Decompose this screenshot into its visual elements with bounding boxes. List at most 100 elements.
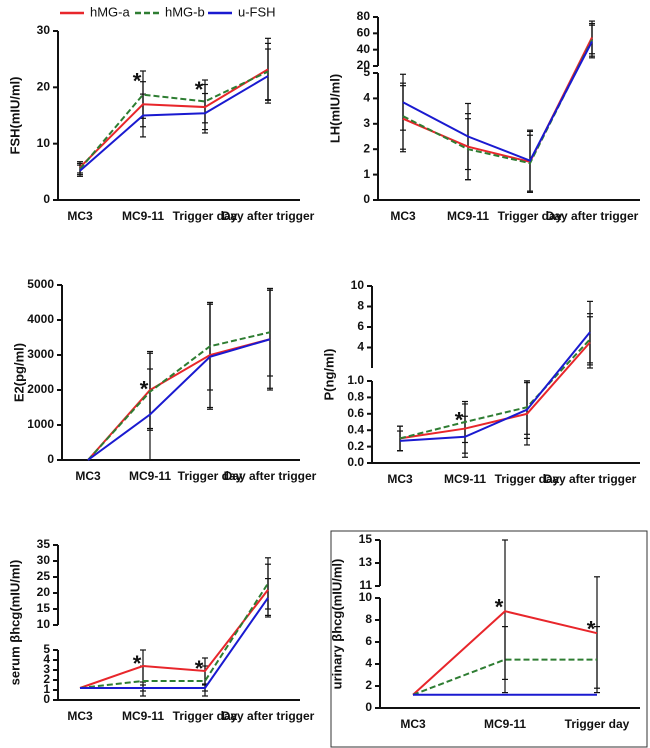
- annotation: *: [495, 594, 504, 619]
- y-tick-label: 0.8: [347, 390, 364, 404]
- y-tick-label: 5: [43, 642, 50, 656]
- y-tick-label: 0.0: [347, 455, 364, 469]
- series-line: [412, 610, 598, 696]
- x-tick-label: MC9-11: [444, 472, 486, 486]
- y-tick-label: 0.6: [347, 406, 364, 420]
- x-tick-label: Trigger day: [173, 209, 238, 223]
- annotation: *: [455, 408, 464, 433]
- y-tick-label: 6: [365, 634, 372, 648]
- y-tick-label: 4000: [27, 312, 54, 326]
- y-tick-label: 15: [37, 601, 51, 615]
- y-tick-label: 2: [365, 678, 372, 692]
- y-tick-label: 4: [43, 652, 50, 666]
- x-tick-label: Day after trigger: [544, 472, 637, 486]
- x-tick-label: MC3: [387, 472, 413, 486]
- x-tick-label: Trigger day: [173, 709, 238, 723]
- x-tick-label: MC9-11: [129, 469, 171, 483]
- annotation: *: [195, 77, 204, 102]
- legend-label: u-FSH: [238, 4, 276, 19]
- y-tick-label: 20: [357, 58, 371, 72]
- y-tick-label: 6: [357, 319, 364, 333]
- series-line: [87, 338, 271, 461]
- x-tick-label: MC3: [67, 209, 93, 223]
- y-tick-label: 2: [363, 141, 370, 155]
- y-tick-label: 30: [37, 553, 51, 567]
- y-tick-label: 8: [357, 299, 364, 313]
- annotation: *: [133, 69, 142, 94]
- x-tick-label: Trigger day: [498, 209, 563, 223]
- y-axis-title: FSH(mIU/ml): [7, 77, 22, 155]
- series-line: [79, 75, 269, 172]
- y-tick-label: 20: [37, 585, 51, 599]
- y-tick-label: 0: [363, 192, 370, 206]
- y-tick-label: 30: [37, 23, 51, 37]
- y-tick-label: 35: [37, 537, 51, 551]
- series-line: [402, 36, 593, 164]
- y-tick-label: 10: [359, 590, 373, 604]
- annotation: *: [140, 376, 149, 401]
- series-line: [402, 39, 593, 165]
- legend-label: hMG-b: [165, 4, 205, 19]
- annotation: *: [587, 616, 596, 641]
- x-tick-label: Day after trigger: [222, 209, 315, 223]
- y-tick-label: 4: [363, 91, 370, 105]
- y-tick-label: 4: [357, 340, 364, 354]
- y-tick-label: 10: [351, 278, 365, 292]
- y-tick-label: 11: [359, 578, 372, 592]
- y-tick-label: 0.2: [347, 439, 364, 453]
- series-line: [79, 70, 269, 170]
- y-tick-label: 40: [357, 42, 371, 56]
- y-tick-label: 8: [365, 612, 372, 626]
- y-tick-label: 10: [37, 136, 51, 150]
- y-tick-label: 0: [43, 192, 50, 206]
- panel-frame: [330, 530, 648, 748]
- x-tick-label: MC3: [67, 709, 93, 723]
- x-tick-label: Trigger day: [565, 717, 630, 731]
- x-tick-label: MC9-11: [122, 709, 164, 723]
- x-tick-label: MC9-11: [122, 209, 164, 223]
- series-line: [87, 331, 271, 461]
- series-line: [402, 41, 593, 162]
- x-tick-label: MC3: [400, 717, 426, 731]
- y-tick-label: 2000: [27, 382, 54, 396]
- y-tick-label: 5: [363, 65, 370, 79]
- y-tick-label: 5000: [27, 277, 54, 291]
- y-axis-title: serum βhcg(mIU/ml): [7, 560, 22, 686]
- y-axis-title: urinary βhcg(mIU/ml): [329, 559, 344, 690]
- y-tick-label: 1: [363, 167, 370, 181]
- series-line: [399, 341, 591, 440]
- series-line: [399, 331, 591, 442]
- y-tick-label: 0: [43, 692, 50, 706]
- x-tick-label: Day after trigger: [222, 709, 315, 723]
- error-bar: [502, 625, 508, 694]
- series-line: [79, 582, 269, 689]
- error-bar: [400, 73, 406, 131]
- x-tick-label: MC3: [75, 469, 101, 483]
- y-axis-title: LH(mIU/ml): [327, 74, 342, 143]
- y-tick-label: 25: [37, 569, 51, 583]
- y-tick-label: 4: [365, 656, 372, 670]
- y-tick-label: 1000: [27, 417, 54, 431]
- series-line: [412, 658, 597, 696]
- y-tick-label: 0: [47, 452, 54, 466]
- x-tick-label: Day after trigger: [546, 209, 639, 223]
- y-tick-label: 3: [43, 662, 50, 676]
- y-tick-label: 20: [37, 80, 51, 94]
- y-tick-label: 80: [357, 9, 371, 23]
- series-line: [80, 597, 269, 689]
- y-tick-label: 3: [363, 116, 370, 130]
- y-tick-label: 60: [357, 26, 371, 40]
- x-tick-label: MC3: [390, 209, 416, 223]
- y-tick-label: 13: [359, 555, 373, 569]
- y-tick-label: 0: [365, 700, 372, 714]
- x-tick-label: MC9-11: [447, 209, 489, 223]
- y-tick-label: 1.0: [347, 373, 364, 387]
- series-line: [87, 338, 271, 461]
- y-axis-title: P(ng/ml): [321, 349, 336, 401]
- y-tick-label: 3000: [27, 347, 54, 361]
- x-tick-label: Trigger day: [495, 472, 560, 486]
- series-line: [79, 68, 269, 169]
- y-tick-label: 1: [43, 682, 50, 696]
